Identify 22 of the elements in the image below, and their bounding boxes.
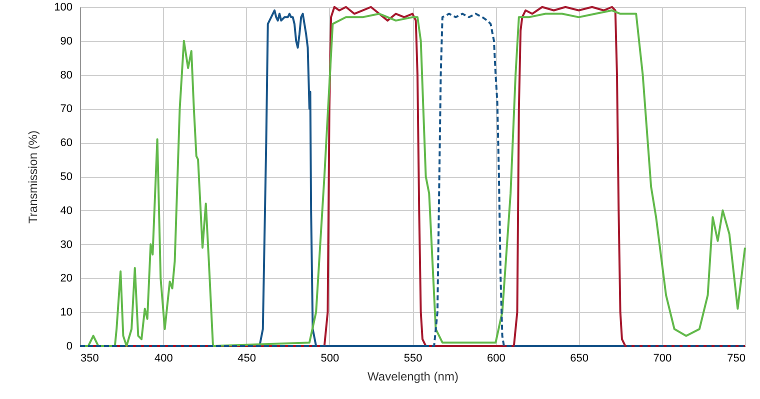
y-tick-label: 60 (60, 137, 72, 150)
y-tick-label: 100 (54, 2, 72, 14)
y-tick-label: 10 (60, 306, 72, 319)
y-tick-label: 30 (60, 238, 72, 251)
x-tick-label: 600 (486, 352, 506, 364)
y-tick-label: 70 (60, 103, 72, 116)
y-axis-title: Transmission (%) (26, 130, 40, 224)
y-tick-label: 0 (66, 340, 72, 352)
y-tick-label: 50 (60, 171, 72, 183)
x-tick-label: 750 (727, 352, 746, 364)
x-tick-label: 500 (320, 352, 340, 364)
x-tick-label: 700 (653, 352, 672, 364)
x-tick-label: 350 (80, 352, 99, 364)
y-tick-label: 40 (60, 204, 72, 217)
x-tick-label: 450 (238, 352, 256, 364)
y-tick-label: 20 (60, 272, 72, 285)
x-tick-label: 550 (404, 352, 422, 364)
x-tick-label: 650 (570, 352, 588, 364)
y-tick-label: 80 (60, 69, 72, 82)
x-tick-label: 400 (154, 352, 173, 364)
x-axis-title: Wavelength (nm) (368, 370, 458, 384)
y-tick-label: 90 (60, 35, 72, 48)
